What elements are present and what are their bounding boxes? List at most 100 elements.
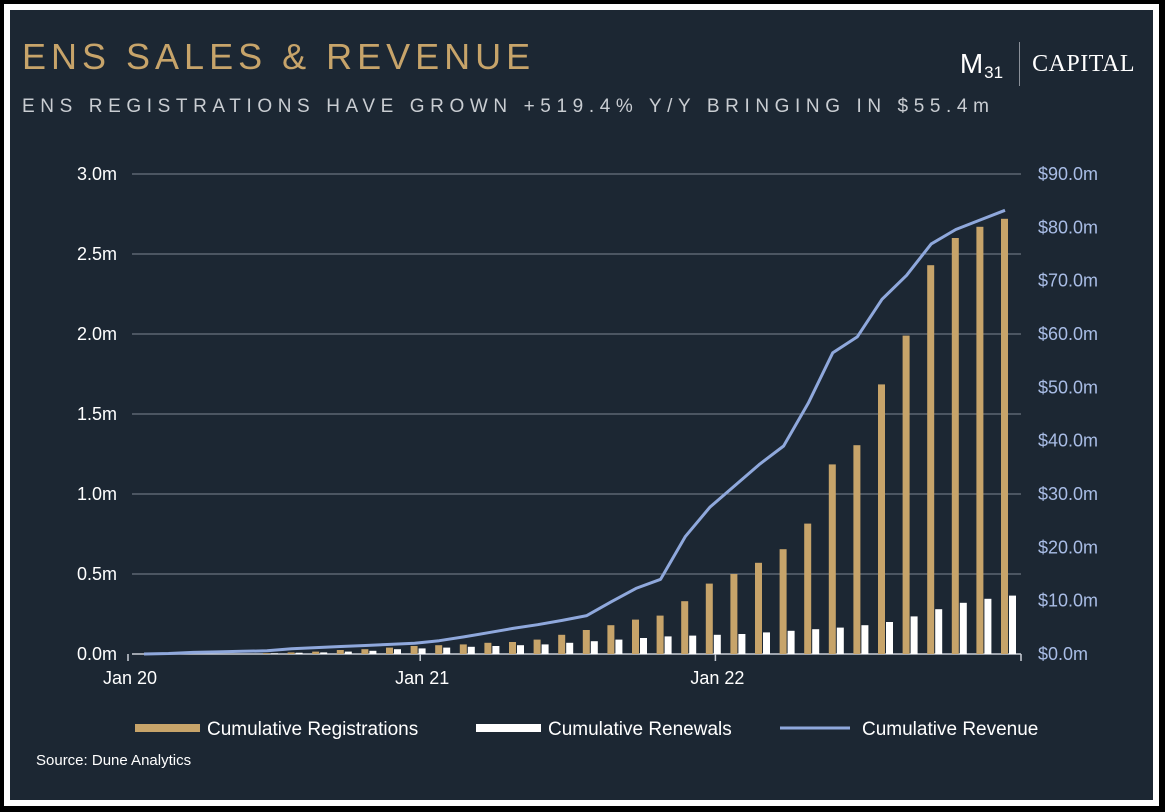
x-tick-label: Jan 22	[690, 668, 744, 688]
renewals-bar	[910, 616, 918, 654]
registrations-bar	[656, 615, 664, 654]
registrations-bar	[386, 647, 393, 654]
renewals-bar	[713, 634, 721, 654]
registrations-bar	[435, 645, 443, 654]
y-right-tick-label: $70.0m	[1038, 271, 1098, 291]
renewals-bar	[886, 622, 893, 654]
y-left-tick-label: 1.5m	[77, 404, 117, 424]
registrations-bar	[509, 642, 516, 654]
x-tick-label: Jan 21	[395, 668, 449, 688]
registrations-bar	[853, 445, 861, 654]
x-axis: Jan 20 Jan 21 Jan 22	[103, 654, 1022, 688]
renewals-bar	[763, 632, 770, 654]
registrations-bar	[779, 549, 787, 654]
renewals-bar	[517, 645, 524, 654]
renewals-bar	[959, 602, 967, 654]
renewals-bar	[566, 642, 574, 654]
revenue-line	[143, 208, 1006, 656]
legend-swatch	[476, 724, 541, 732]
renewals-bar	[590, 641, 598, 654]
renewals-bar	[1009, 595, 1016, 654]
y-left-tick-label: 2.0m	[77, 324, 117, 344]
registrations-bars	[263, 218, 1008, 655]
renewals-bar	[418, 648, 426, 654]
registrations-bar	[1001, 218, 1008, 655]
y-right-tick-label: $40.0m	[1038, 431, 1098, 451]
registrations-bar	[804, 523, 812, 654]
registrations-bar	[263, 653, 270, 654]
renewals-bar	[689, 635, 697, 654]
m31-capital-logo: M 31 CAPITAL	[960, 42, 1135, 86]
renewals-bar	[836, 627, 844, 654]
renewals-bar	[541, 644, 549, 654]
legend-label: Cumulative Registrations	[207, 719, 418, 740]
y-right-tick-label: $20.0m	[1038, 537, 1098, 557]
registrations-bar	[484, 642, 492, 654]
registrations-bar	[459, 644, 467, 654]
registrations-bar	[951, 238, 959, 654]
registrations-bar	[902, 335, 910, 654]
registrations-bar	[287, 652, 295, 654]
legend-swatch	[135, 724, 200, 732]
y-axis-right-labels: $0.0m $10.0m $20.0m $30.0m $40.0m $50.0m $60.0…	[1038, 164, 1098, 664]
registrations-bar	[312, 651, 320, 654]
renewals-bar	[861, 625, 869, 654]
grid-lines	[132, 173, 1021, 655]
registrations-bar	[361, 649, 369, 654]
renewals-bar	[615, 639, 623, 654]
y-right-tick-label: $90.0m	[1038, 164, 1098, 184]
renewals-bar	[492, 646, 500, 654]
renewals-bar	[369, 650, 377, 654]
renewals-bar	[738, 634, 746, 654]
renewals-bar	[812, 629, 820, 654]
renewals-bar	[394, 649, 401, 654]
registrations-bar	[828, 464, 836, 654]
renewals-bar	[664, 636, 672, 654]
registrations-bar	[681, 601, 689, 654]
registrations-bar	[582, 630, 590, 654]
page-title: ENS SALES & REVENUE	[22, 36, 536, 77]
y-left-tick-label: 1.0m	[77, 484, 117, 504]
logo-subscript: 31	[984, 63, 1004, 82]
registrations-bar	[730, 574, 738, 654]
renewals-bar	[640, 638, 647, 654]
outer-frame	[4, 4, 1159, 806]
registrations-bar	[410, 646, 418, 654]
registrations-bar	[632, 619, 639, 654]
y-right-tick-label: $80.0m	[1038, 217, 1098, 237]
y-axis-left-labels: 0.0m 0.5m 1.0m 1.5m 2.0m 2.5m 3.0m	[77, 164, 117, 664]
y-right-tick-label: $50.0m	[1038, 377, 1098, 397]
y-right-tick-label: $60.0m	[1038, 324, 1098, 344]
y-left-tick-label: 3.0m	[77, 164, 117, 184]
logo-divider	[1019, 42, 1021, 86]
registrations-bar	[336, 650, 344, 654]
registrations-bar	[755, 562, 762, 654]
renewals-bar	[320, 652, 328, 654]
renewals-bar	[787, 630, 795, 654]
y-right-tick-label: $0.0m	[1038, 644, 1088, 664]
registrations-bar	[878, 384, 885, 654]
y-right-tick-label: $30.0m	[1038, 484, 1098, 504]
renewals-bar	[467, 646, 475, 654]
legend-label: Cumulative Renewals	[548, 719, 732, 740]
renewals-bar	[344, 651, 352, 654]
renewals-bar	[271, 653, 278, 654]
registrations-bar	[607, 625, 615, 654]
renewals-bars	[271, 595, 1016, 654]
renewals-bar	[935, 609, 943, 654]
registrations-bar	[558, 634, 566, 654]
logo-m: M	[959, 48, 984, 79]
legend: Cumulative Registrations Cumulative Renew…	[135, 719, 1038, 740]
y-left-tick-label: 0.5m	[77, 564, 117, 584]
page-subtitle: ENS REGISTRATIONS HAVE GROWN +519.4% Y/Y…	[22, 96, 995, 117]
y-left-tick-label: 2.5m	[77, 244, 117, 264]
y-left-tick-label: 0.0m	[77, 644, 117, 664]
legend-label: Cumulative Revenue	[862, 719, 1038, 740]
registrations-bar	[927, 265, 935, 654]
registrations-bar	[705, 583, 713, 654]
renewals-bar	[984, 598, 992, 654]
x-tick-label: Jan 20	[103, 668, 157, 688]
logo-capital: CAPITAL	[1032, 50, 1135, 77]
y-right-tick-label: $10.0m	[1038, 591, 1098, 611]
